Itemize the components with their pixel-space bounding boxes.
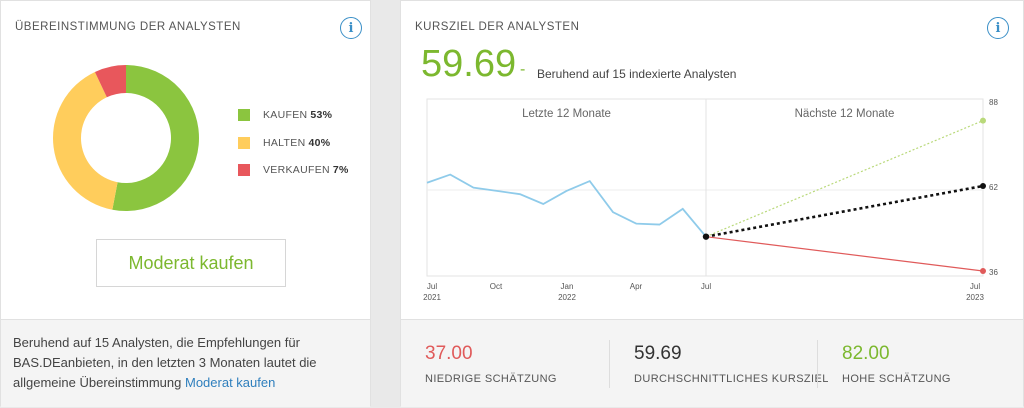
x-axis-year-label: 2022 [558, 293, 576, 302]
high-forecast-line [705, 120, 984, 238]
average-price-target: 59.69 [421, 43, 517, 85]
price-target-basis: Beruhend auf 15 indexierte Analysten [537, 67, 737, 81]
consensus-rating-button[interactable]: Moderat kaufen [96, 239, 286, 287]
legend-swatch-sell [238, 164, 250, 176]
low-forecast-point [980, 268, 986, 274]
info-icon[interactable]: i [340, 17, 362, 39]
analyst-consensus-card: ÜBEREINSTIMMUNG DER ANALYSTEN i KAUFEN 5… [0, 0, 371, 407]
legend-label: KAUFEN [263, 109, 308, 121]
consensus-legend: KAUFEN 53% HALTEN 40% VERKAUFEN 7% [238, 108, 349, 191]
low-estimate-label: NIEDRIGE SCHÄTZUNG [425, 373, 557, 385]
price-history-line [426, 173, 707, 238]
x-axis-tick-label: Apr [630, 282, 643, 291]
consensus-title: ÜBEREINSTIMMUNG DER ANALYSTEN [15, 21, 241, 33]
high-estimate-label: HOHE SCHÄTZUNG [842, 373, 951, 385]
current-price-point [702, 233, 710, 240]
price-target-card: KURSZIEL DER ANALYSTEN i 59.69 - Beruhen… [400, 0, 1024, 407]
low-estimate-value: 37.00 [425, 343, 473, 364]
consensus-summary: Beruhend auf 15 Analysten, die Empfehlun… [1, 319, 370, 407]
average-estimate-value: 59.69 [634, 343, 682, 364]
legend-item-sell: VERKAUFEN 7% [238, 163, 349, 177]
plot-area [426, 98, 984, 277]
legend-swatch-hold [238, 136, 250, 149]
donut-slice-hold [52, 71, 118, 210]
y-axis-label: 36 [989, 268, 998, 277]
average-forecast-point [980, 183, 986, 189]
legend-item-hold: HALTEN 40% [238, 136, 349, 150]
x-axis-year-label: 2021 [423, 293, 441, 302]
divider [817, 340, 818, 388]
legend-label: HALTEN [263, 136, 306, 149]
x-axis-tick-label: Jan [561, 282, 574, 291]
price-target-chart: Letzte 12 Monate Nächste 12 Monate 88 62 36 J… [423, 98, 998, 302]
donut-slice-sell [94, 65, 126, 98]
x-axis-tick-label: Oct [490, 282, 503, 291]
y-axis-label: 88 [989, 98, 998, 107]
divider [609, 340, 610, 388]
x-axis-tick-label: Jul [427, 282, 437, 291]
chart-section-label: Letzte 12 Monate [522, 108, 611, 120]
consensus-rating-link[interactable]: Moderat kaufen [184, 375, 276, 390]
consensus-summary-text: Beruhend auf 15 Analysten, die Empfehlun… [13, 335, 317, 390]
legend-label: VERKAUFEN [263, 164, 330, 176]
y-axis-label: 62 [989, 183, 998, 192]
x-axis-tick-label: Jul [701, 282, 711, 291]
high-forecast-point [980, 117, 986, 124]
legend-percent: 40% [308, 136, 331, 149]
legend-swatch-buy [238, 109, 250, 121]
legend-percent: 53% [310, 109, 333, 121]
info-icon[interactable]: i [987, 17, 1009, 39]
legend-percent: 7% [332, 164, 349, 176]
low-forecast-line [705, 236, 984, 272]
consensus-donut-chart [52, 65, 199, 211]
legend-item-buy: KAUFEN 53% [238, 108, 349, 122]
x-axis-year-label: 2023 [966, 293, 984, 302]
chart-section-label: Nächste 12 Monate [795, 108, 895, 120]
high-estimate-value: 82.00 [842, 343, 890, 364]
x-axis-tick-label: Jul [970, 282, 980, 291]
price-target-title: KURSZIEL DER ANALYSTEN [415, 21, 580, 33]
average-forecast-line [705, 184, 984, 238]
average-estimate-label: DURCHSCHNITTLICHES KURSZIEL [634, 373, 829, 385]
price-separator: - [520, 61, 526, 78]
donut-slice-buy [112, 65, 199, 211]
estimates-bar: 37.00 NIEDRIGE SCHÄTZUNG 59.69 DURCHSCHN… [401, 319, 1023, 407]
